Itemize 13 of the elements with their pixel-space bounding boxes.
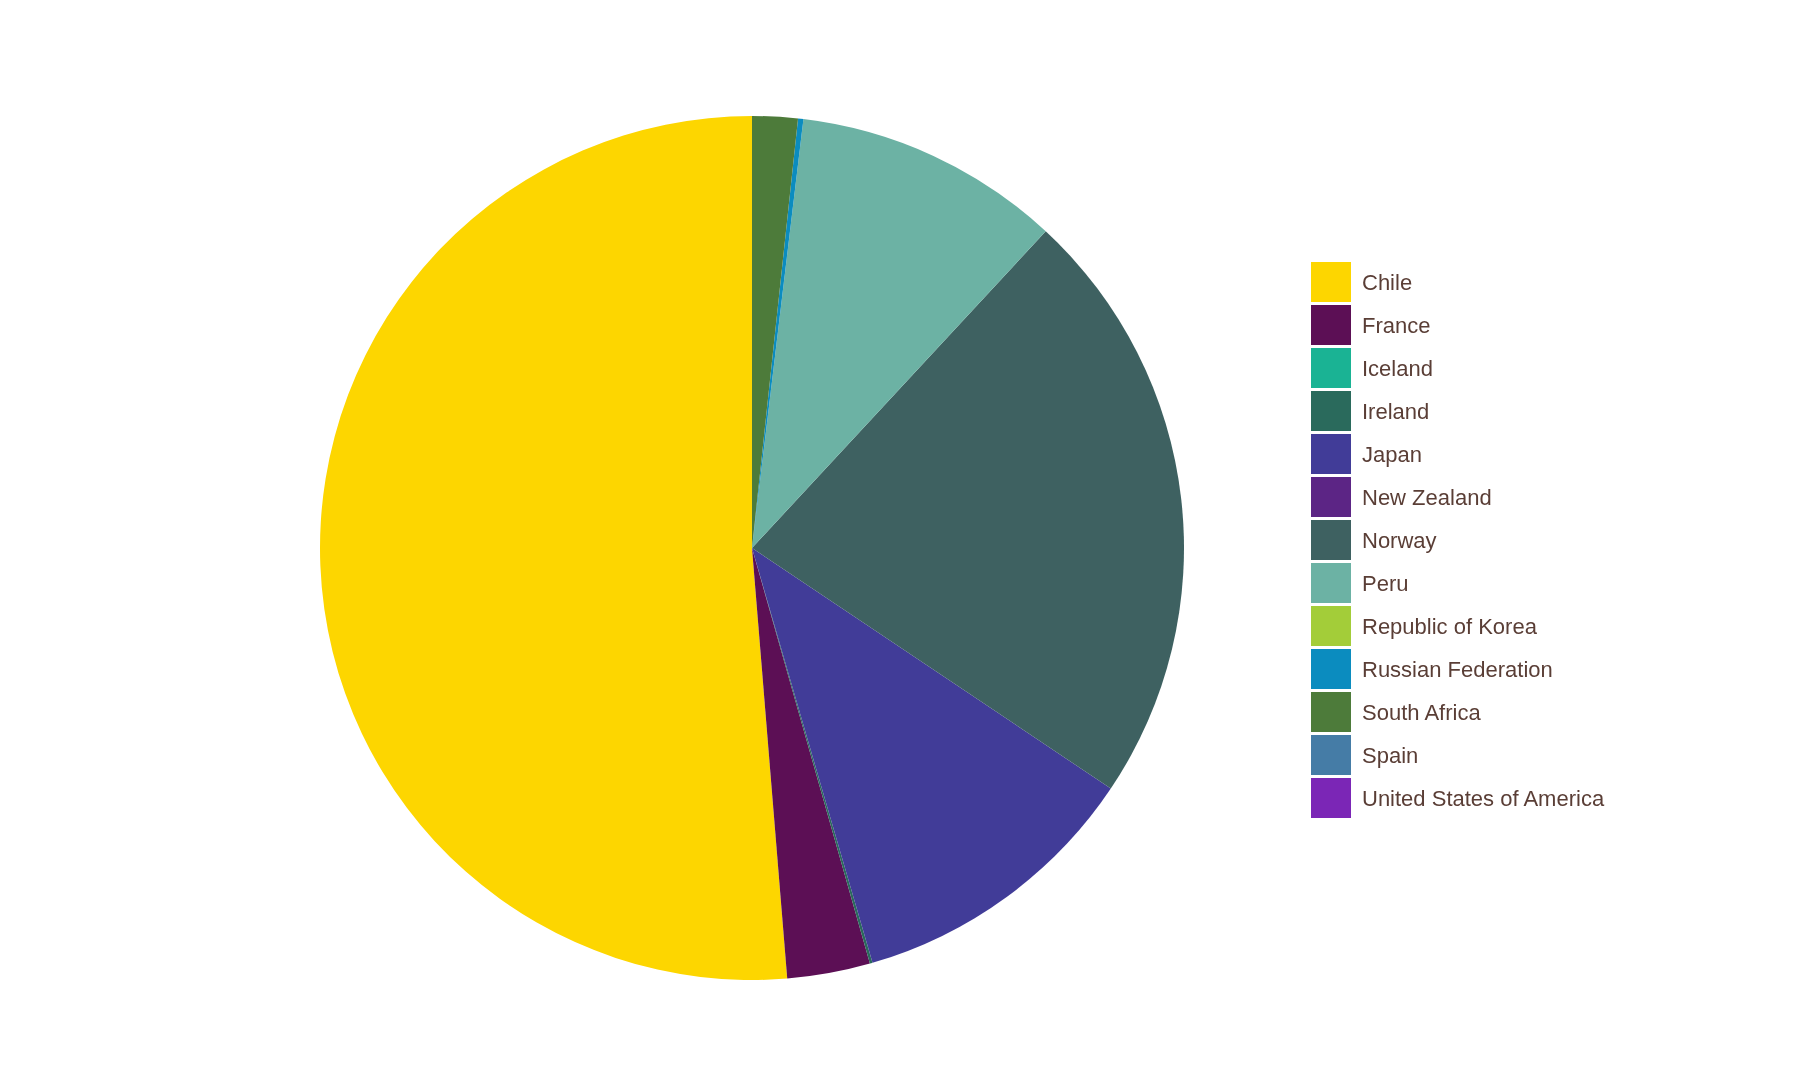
- legend-label: Russian Federation: [1362, 656, 1553, 682]
- legend-label: United States of America: [1362, 785, 1605, 811]
- legend-label: Iceland: [1362, 355, 1433, 381]
- legend-label: France: [1362, 312, 1431, 338]
- legend-label: Ireland: [1362, 398, 1430, 424]
- legend-label: New Zealand: [1362, 484, 1492, 510]
- legend-label: Japan: [1362, 441, 1422, 467]
- legend-label: Spain: [1362, 742, 1419, 768]
- legend-label: Peru: [1362, 570, 1409, 596]
- legend-label: Chile: [1362, 269, 1413, 295]
- legend-label: Norway: [1362, 527, 1437, 553]
- legend-label: Republic of Korea: [1362, 613, 1538, 639]
- legend-label: South Africa: [1362, 699, 1482, 725]
